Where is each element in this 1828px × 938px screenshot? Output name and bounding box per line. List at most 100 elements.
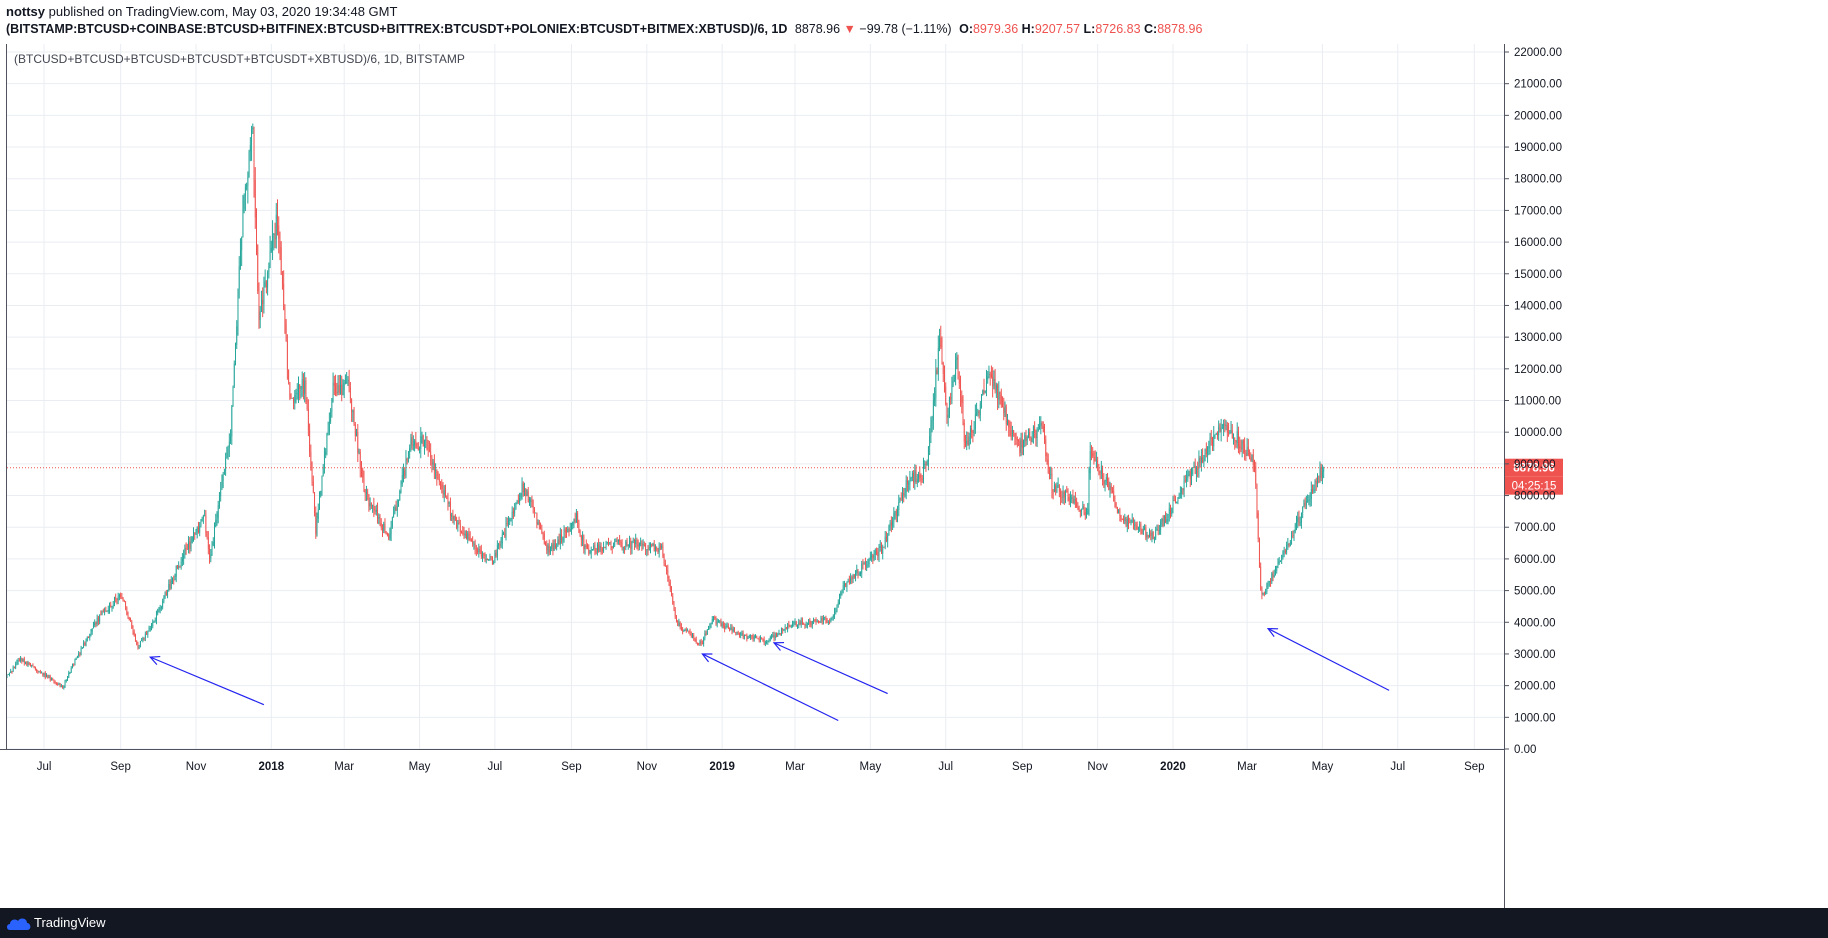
candle-body [1103,480,1105,485]
candle-body [180,561,182,566]
candle-body [1249,455,1250,458]
candle-body [253,127,255,181]
candle-body [868,558,870,564]
candle-body [766,641,768,643]
candle-body [1212,438,1213,447]
candle-body [336,391,338,393]
candle-body [855,572,856,579]
candle-body [1234,437,1236,441]
candle-body [1049,472,1050,475]
candle-body [755,636,756,637]
footer-brand[interactable]: TradingView [34,915,106,930]
candle-body [1299,522,1301,524]
candle-body [34,668,36,670]
candle-body [1294,524,1296,532]
candle-body [79,653,81,655]
candle-body [763,639,765,644]
candle-body [274,233,276,240]
candle-body [530,499,532,502]
candle-body [1207,447,1208,455]
candle-body [684,629,686,631]
candle-body [1210,437,1212,439]
price-chart[interactable]: (BTCUSD+BTCUSD+BTCUSD+BTCUSDT+BTCUSDT+XB… [0,44,1828,908]
candle-body [814,619,816,621]
candle-body [157,609,159,614]
candle-body [903,493,905,496]
candle-body [370,503,372,506]
candle-body [373,504,375,510]
candle-body [196,527,198,532]
candle-body [1112,490,1113,491]
candle-body [330,412,332,422]
candle-body [117,596,119,601]
candle-body [708,626,709,630]
candle-body [1037,429,1039,430]
candle-body [876,550,877,552]
candle-body [947,415,949,418]
candle-body [850,577,852,583]
candle-body [264,281,266,287]
candle-body [1152,531,1154,540]
candle-body [388,534,390,539]
candle-body [269,251,271,267]
candle-body [1161,519,1163,522]
candle-body [1156,529,1158,531]
candle-body [60,685,62,687]
candle-body [106,611,108,613]
candle-body [139,640,141,648]
candle-body [309,430,311,452]
candle-body [713,617,714,619]
y-tick-label: 9000.00 [1514,459,1556,471]
candle-body [257,244,259,291]
x-tick-label: May [409,761,431,773]
candle-body [194,532,196,535]
candle-body [230,436,231,442]
candle-body [1229,432,1231,434]
candle-body [559,534,561,544]
candle-body [1113,490,1115,502]
candle-body [78,653,80,656]
candle-body [7,674,9,676]
candle-body [543,533,545,544]
candle-body [1223,424,1225,429]
candle-body [1170,508,1171,515]
candle-body [1193,465,1195,468]
publisher-name[interactable]: nottsy [6,4,45,19]
candle-body [762,638,764,640]
candle-body [97,617,99,622]
candle-body [1134,524,1136,526]
price-axis[interactable]: 22000.00 21000.00 20000.00 19000.00 18000.00… [1504,44,1562,908]
candle-body [69,672,71,674]
tradingview-cloud-icon[interactable] [6,915,32,931]
candle-body [307,409,309,431]
candle-body [385,532,387,535]
candle-body [521,483,523,494]
candle-body [1120,515,1122,520]
candle-body [925,464,927,466]
candle-body [151,626,152,629]
candle-body [815,619,817,622]
candle-body [1252,454,1254,466]
candle-body [1173,499,1175,501]
candle-body [332,382,334,399]
candle-body [293,397,294,403]
candle-body [25,661,26,663]
candle-body [1271,573,1273,583]
symbol-name[interactable]: (BITSTAMP:BTCUSD+COINBASE:BTCUSD+BITFINE… [6,22,788,36]
x-tick-label: Mar [334,761,354,773]
candle-body [924,464,926,466]
candle-body [1273,574,1275,578]
candle-body [1261,589,1263,595]
candle-body [756,636,758,639]
time-axis[interactable]: Jul Sep Nov 2018 Mar May Jul Sep Nov 2019 Mar May Ju… [0,44,1504,773]
candle-body [72,664,73,668]
candle-body [1032,426,1034,438]
candle-body [386,534,388,535]
candle-body [511,511,513,519]
high-value: 9207.57 [1034,22,1081,36]
candle-body [1314,480,1316,490]
candle-body [973,429,975,433]
candle-body [668,578,670,582]
candle-body [974,414,976,430]
candle-body [422,435,424,447]
